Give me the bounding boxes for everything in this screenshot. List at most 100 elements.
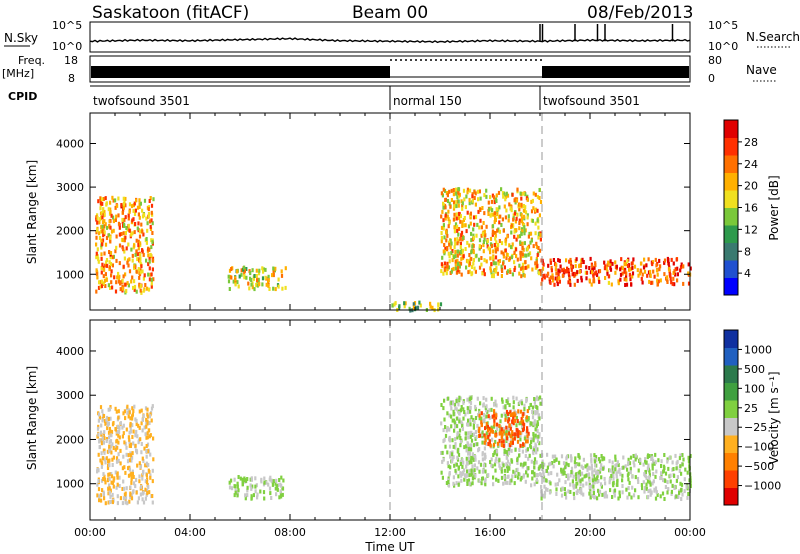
heatmap-cell bbox=[103, 278, 106, 283]
heatmap-cell bbox=[251, 285, 254, 290]
heatmap-cell bbox=[440, 421, 443, 426]
heatmap-cell bbox=[537, 235, 540, 240]
heatmap-cell bbox=[498, 239, 501, 243]
heatmap-cell bbox=[474, 404, 477, 409]
heatmap-cell bbox=[594, 463, 597, 468]
heatmap-cell bbox=[398, 304, 401, 309]
heatmap-cell bbox=[442, 201, 445, 206]
heatmap-cell bbox=[101, 224, 104, 229]
heatmap-cell bbox=[541, 266, 545, 271]
heatmap-cell bbox=[588, 278, 591, 283]
heatmap-cell bbox=[127, 263, 130, 268]
heatmap-cell bbox=[131, 416, 134, 421]
heatmap-cell bbox=[471, 464, 474, 469]
heatmap-cell bbox=[121, 466, 124, 471]
heatmap-cell bbox=[144, 406, 148, 411]
ytick-label: 2000 bbox=[56, 225, 84, 238]
heatmap-cell bbox=[459, 241, 462, 246]
heatmap-cell bbox=[517, 409, 520, 414]
heatmap-cell bbox=[524, 260, 527, 265]
heatmap-cell bbox=[129, 485, 132, 490]
heatmap-cell bbox=[95, 255, 98, 260]
heatmap-cell bbox=[520, 213, 523, 218]
heatmap-cell bbox=[644, 485, 647, 490]
heatmap-cell bbox=[440, 231, 443, 235]
heatmap-cell bbox=[109, 239, 112, 244]
heatmap-cell bbox=[533, 482, 536, 487]
heatmap-cell bbox=[449, 451, 452, 456]
heatmap-cell bbox=[147, 262, 150, 267]
heatmap-cell bbox=[529, 240, 532, 245]
heatmap-cell bbox=[510, 434, 513, 439]
heatmap-cell bbox=[484, 435, 487, 440]
heatmap-cell bbox=[236, 489, 239, 494]
heatmap-cell bbox=[466, 406, 469, 411]
cpid-segment-label: twofsound 3501 bbox=[543, 94, 640, 108]
heatmap-cell bbox=[543, 275, 546, 280]
heatmap-cell bbox=[446, 199, 450, 203]
heatmap-cell bbox=[150, 284, 153, 289]
heatmap-cell bbox=[462, 254, 465, 259]
heatmap-cell bbox=[610, 474, 613, 478]
heatmap-cell bbox=[595, 455, 598, 459]
heatmap-cell bbox=[490, 457, 493, 462]
heatmap-cell bbox=[510, 424, 513, 429]
heatmap-cell bbox=[614, 260, 617, 265]
heatmap-cell bbox=[443, 188, 447, 193]
heatmap-cell bbox=[145, 473, 148, 478]
heatmap-cell bbox=[561, 268, 564, 273]
heatmap-cell bbox=[652, 269, 655, 274]
heatmap-cell bbox=[445, 271, 448, 276]
heatmap-cell bbox=[134, 484, 137, 489]
heatmap-cell bbox=[506, 459, 510, 464]
heatmap-cell bbox=[504, 238, 507, 243]
heatmap-cell bbox=[531, 415, 535, 420]
heatmap-cell bbox=[477, 209, 480, 214]
heatmap-cell bbox=[671, 483, 674, 488]
heatmap-cell bbox=[456, 253, 459, 258]
heatmap-cell bbox=[107, 491, 110, 496]
heatmap-cell bbox=[132, 475, 135, 479]
heatmap-cell bbox=[524, 253, 527, 258]
heatmap-cell bbox=[510, 478, 513, 483]
heatmap-cell bbox=[124, 500, 127, 505]
heatmap-cell bbox=[620, 265, 623, 270]
heatmap-cell bbox=[459, 436, 462, 440]
heatmap-cell bbox=[136, 226, 139, 231]
heatmap-cell bbox=[492, 475, 495, 480]
heatmap-cell bbox=[103, 457, 106, 462]
heatmap-cell bbox=[559, 264, 562, 269]
heatmap-cell bbox=[448, 444, 452, 449]
heatmap-cell bbox=[474, 457, 477, 462]
heatmap-cell bbox=[118, 425, 121, 430]
heatmap-cell bbox=[490, 407, 493, 412]
heatmap-cell bbox=[123, 217, 126, 222]
heatmap-cell bbox=[148, 277, 151, 282]
heatmap-cell bbox=[122, 496, 125, 501]
heatmap-cell bbox=[124, 495, 128, 500]
heatmap-cell bbox=[625, 271, 628, 276]
heatmap-cell bbox=[130, 204, 134, 209]
heatmap-cell bbox=[669, 273, 672, 278]
heatmap-cell bbox=[662, 469, 665, 474]
heatmap-cell bbox=[616, 479, 619, 484]
heatmap-cell bbox=[483, 237, 486, 242]
heatmap-cell bbox=[96, 247, 99, 252]
heatmap-cell bbox=[628, 267, 631, 272]
heatmap-cell bbox=[676, 272, 679, 277]
heatmap-cell bbox=[550, 471, 553, 476]
heatmap-cell bbox=[561, 471, 564, 476]
heatmap-cell bbox=[570, 265, 573, 270]
colorbar-swatch bbox=[724, 155, 738, 173]
heatmap-cell bbox=[507, 419, 510, 424]
heatmap-cell bbox=[152, 197, 155, 202]
heatmap-cell bbox=[134, 208, 137, 213]
noise-sky-series bbox=[89, 37, 691, 44]
heatmap-cell bbox=[272, 266, 275, 271]
heatmap-cell bbox=[102, 433, 105, 438]
heatmap-cell bbox=[122, 205, 125, 210]
heatmap-cell bbox=[454, 437, 457, 442]
heatmap-cell bbox=[537, 271, 541, 276]
heatmap-cell bbox=[577, 474, 580, 479]
heatmap-cell bbox=[565, 474, 568, 478]
